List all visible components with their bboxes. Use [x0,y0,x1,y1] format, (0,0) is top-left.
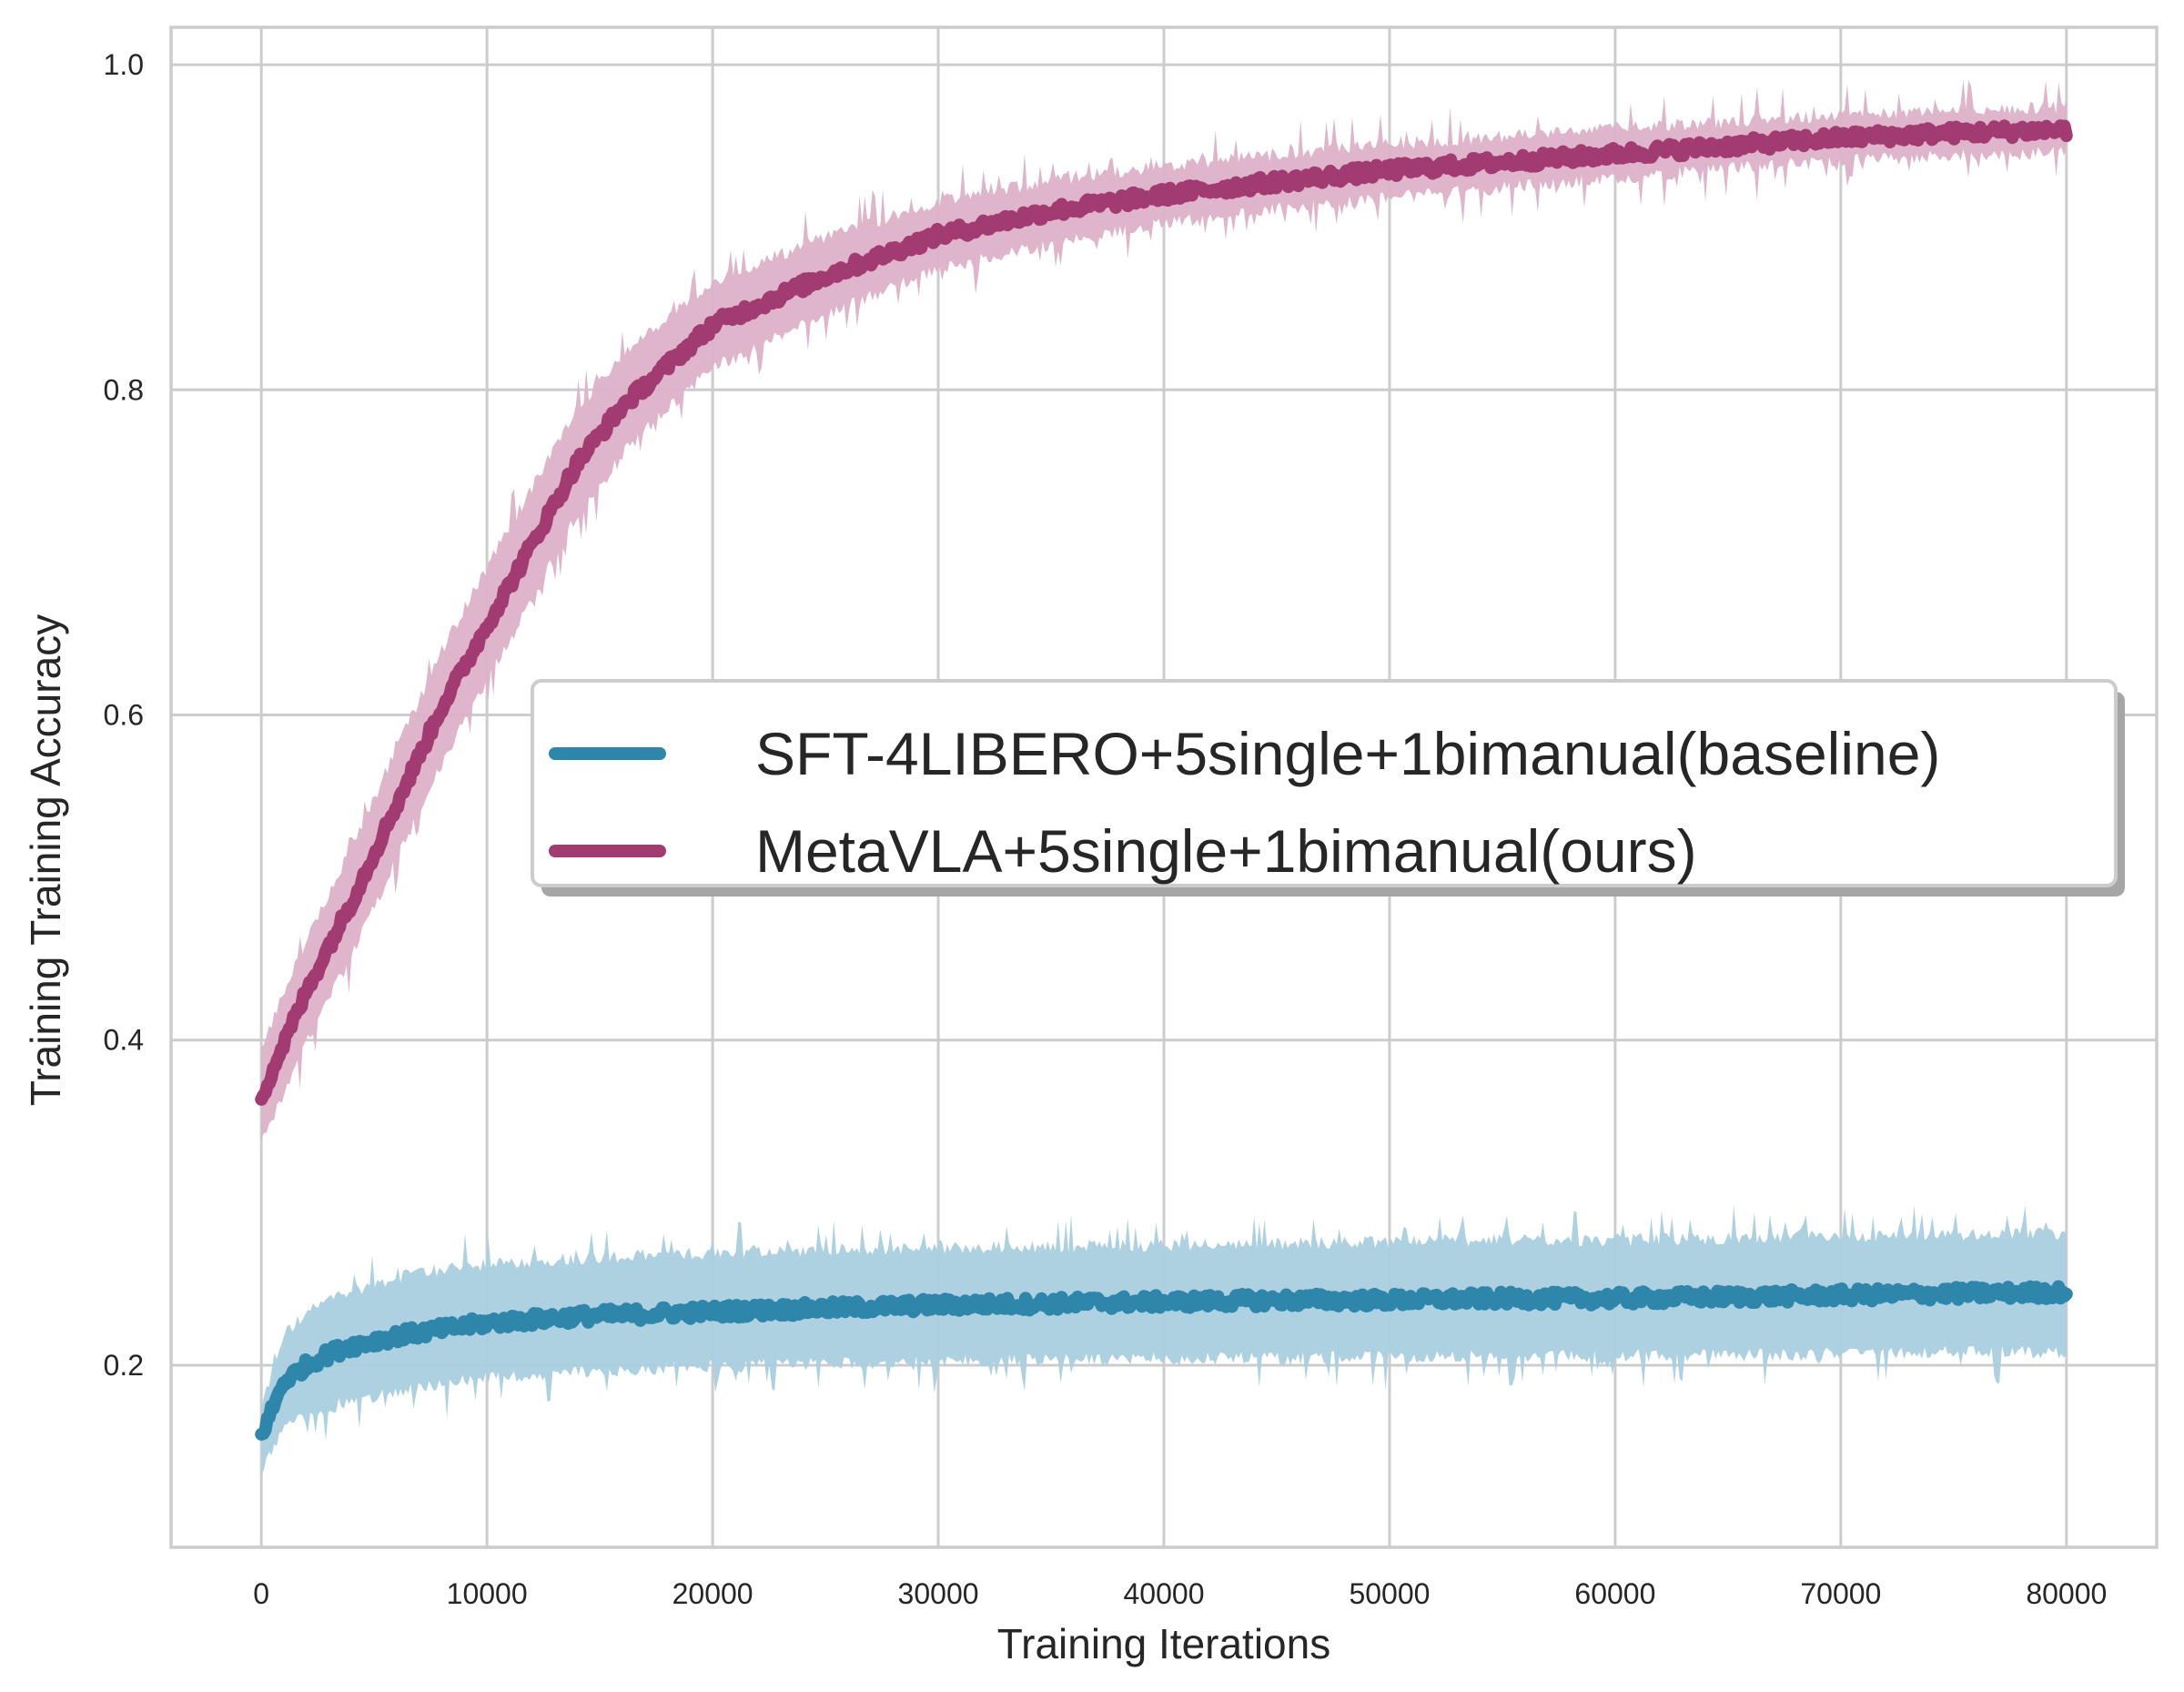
data-point-baseline [324,1349,334,1359]
data-point-baseline [821,1303,831,1313]
data-point-baseline [572,1312,582,1322]
data-point-ours [347,897,357,907]
data-point-baseline [934,1300,944,1310]
data-point-ours [617,401,627,411]
data-point-ours [1610,149,1620,159]
x-tick-label: 80000 [2026,1577,2107,1610]
data-point-baseline [1835,1291,1845,1301]
data-point-ours [572,458,582,468]
y-tick-label: 1.0 [104,48,144,81]
data-point-ours [1046,206,1057,216]
x-tick-label: 0 [253,1577,269,1610]
band-layer [261,78,2067,1476]
data-point-baseline [708,1307,718,1317]
data-point-baseline [617,1310,627,1320]
line-layer [255,119,2073,1441]
x-tick-label: 70000 [1800,1577,1881,1610]
line-ours [255,119,2073,1106]
data-point-ours [278,1039,288,1049]
data-point-baseline [347,1341,357,1351]
data-point-baseline [1384,1295,1394,1305]
data-point-baseline [301,1360,311,1370]
data-point-ours [1497,157,1507,167]
data-point-baseline [1723,1292,1733,1302]
x-tick-label: 10000 [447,1577,528,1610]
x-tick-label: 30000 [898,1577,979,1610]
x-tick-label: 40000 [1124,1577,1205,1610]
band-ours [261,78,2067,1140]
data-point-ours [324,941,334,951]
data-point-baseline [1948,1289,1958,1299]
plot-frame [169,25,2159,1549]
data-point-baseline [1497,1293,1507,1303]
y-tick-label: 0.4 [104,1024,144,1057]
data-point-ours [1384,166,1394,176]
x-tick-label: 20000 [672,1577,753,1610]
x-tick-labels: 0 10000 20000 30000 40000 50000 60000 70000 8000… [253,1577,2107,1610]
x-tick-label: 60000 [1574,1577,1655,1610]
data-point-ours [301,987,311,997]
band-baseline [261,1205,2067,1476]
data-point-ours [437,702,447,712]
data-point-ours [708,319,718,329]
legend-label-baseline: SFT-4LIBERO+5single+1bimanual(baseline) [755,720,1940,787]
data-point-ours [1835,133,1845,143]
data-point-baseline [1046,1299,1057,1309]
data-point-baseline [278,1376,288,1386]
data-point-baseline [437,1324,447,1334]
data-point-baseline [257,1430,267,1440]
data-point-ours [391,799,401,809]
data-point-baseline [662,1308,672,1318]
data-point-ours [482,621,492,631]
y-tick-label: 0.2 [104,1349,144,1382]
legend-label-ours: MetaVLA+5single+1bimanual(ours) [755,817,1697,885]
y-tick-labels: 0.2 0.4 0.6 0.8 1.0 [104,48,144,1382]
legend: SFT-4LIBERO+5single+1bimanual(baseline) … [531,679,2125,897]
y-tick-label: 0.8 [104,373,144,406]
data-point-ours [527,539,537,549]
data-point-ours [934,230,944,240]
x-tick-label: 50000 [1349,1577,1430,1610]
data-point-baseline [1610,1293,1620,1303]
data-point-ours [1948,128,1958,138]
y-axis-label: Training Training Accuracy [22,614,69,1106]
data-point-baseline [2061,1287,2071,1297]
data-point-baseline [391,1331,401,1341]
data-point-baseline [1271,1295,1281,1305]
legend-box [531,679,2118,887]
data-point-baseline [527,1314,537,1324]
data-point-ours [2061,125,2071,135]
data-point-ours [257,1092,267,1102]
y-tick-label: 0.6 [104,699,144,732]
data-point-ours [821,271,831,281]
data-point-baseline [1159,1297,1168,1307]
data-point-baseline [482,1318,492,1328]
data-point-ours [662,360,672,370]
data-point-ours [1159,189,1168,199]
x-axis-label: Training Iterations [997,1620,1330,1667]
data-point-ours [1271,177,1281,187]
data-point-ours [1723,141,1733,151]
